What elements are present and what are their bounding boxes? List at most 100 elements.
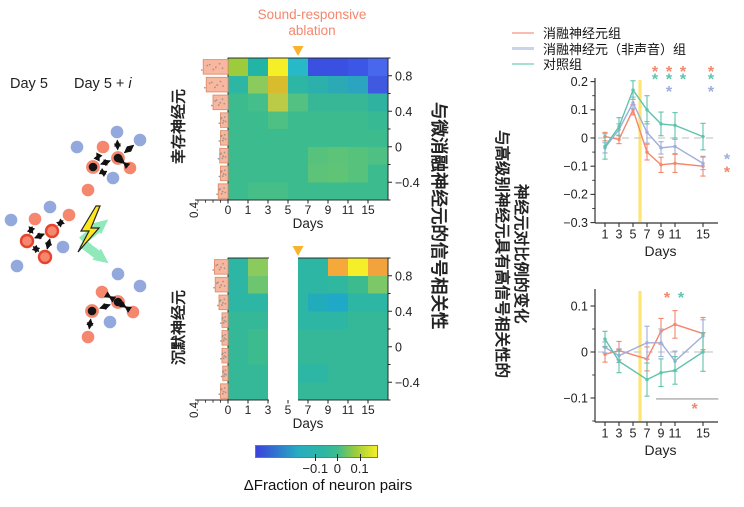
heatmap-right-axis-label: 与微消融神经元的信号相关性 bbox=[429, 102, 449, 330]
svg-text:11: 11 bbox=[342, 403, 355, 417]
legend-item: 消融神经元组 bbox=[512, 25, 686, 41]
ablation-marker-icon bbox=[292, 246, 304, 256]
connection-arrow bbox=[99, 302, 111, 311]
connection-arrow bbox=[103, 291, 117, 303]
svg-text:0.4: 0.4 bbox=[189, 201, 201, 218]
data-series-line bbox=[604, 101, 704, 164]
svg-text:Days: Days bbox=[645, 243, 677, 259]
svg-text:0.8: 0.8 bbox=[395, 269, 412, 283]
svg-text:−0.2: −0.2 bbox=[563, 188, 588, 202]
other-neuron-dot bbox=[70, 140, 84, 154]
svg-text:1: 1 bbox=[245, 203, 252, 217]
ablated-neuron-dot bbox=[86, 160, 100, 174]
ablation-annotation-line1: Sound-responsive bbox=[257, 7, 367, 22]
target-neuron-dot bbox=[19, 233, 35, 249]
ablated-neuron-dot bbox=[111, 295, 125, 309]
svg-text:−0.1: −0.1 bbox=[563, 391, 588, 405]
svg-text:9: 9 bbox=[325, 203, 332, 217]
colorbar-tick bbox=[315, 454, 317, 461]
outcome-arrow bbox=[79, 239, 109, 264]
svg-text:11: 11 bbox=[342, 203, 355, 217]
connection-arrow bbox=[33, 232, 46, 240]
other-neuron-dot bbox=[56, 240, 70, 254]
other-neuron-dot bbox=[133, 133, 147, 147]
svg-text:15: 15 bbox=[696, 427, 710, 441]
svg-text:*: * bbox=[724, 151, 731, 168]
svg-text:11: 11 bbox=[669, 427, 682, 441]
data-series-line bbox=[604, 323, 704, 360]
ablation-annotation-line2: ablation bbox=[288, 23, 336, 39]
svg-text:0.8: 0.8 bbox=[395, 69, 412, 83]
svg-text:0.4: 0.4 bbox=[395, 105, 412, 119]
ablated-neuron-dot bbox=[111, 151, 125, 165]
svg-text:*: * bbox=[680, 72, 687, 89]
other-neuron-dot bbox=[111, 267, 125, 281]
other-neuron-dot bbox=[103, 315, 117, 329]
legend-label: 对照组 bbox=[543, 57, 583, 73]
sound-neuron-dot bbox=[62, 208, 76, 222]
svg-text:*: * bbox=[664, 290, 671, 307]
svg-text:1: 1 bbox=[245, 403, 252, 417]
legend-line-swatch bbox=[512, 62, 534, 65]
svg-text:*: * bbox=[708, 64, 715, 81]
svg-text:0.2: 0.2 bbox=[571, 75, 588, 89]
svg-text:3: 3 bbox=[616, 427, 623, 441]
svg-text:9: 9 bbox=[658, 427, 665, 441]
svg-text:11: 11 bbox=[669, 228, 682, 242]
svg-text:*: * bbox=[708, 72, 715, 89]
legend-line-swatch bbox=[512, 31, 534, 34]
svg-text:*: * bbox=[666, 84, 673, 101]
missing-data-gap bbox=[269, 257, 298, 401]
colorbar-tick-label: −0.1 bbox=[302, 461, 329, 476]
day5-label: Day 5 bbox=[10, 76, 48, 92]
svg-text:15: 15 bbox=[361, 403, 375, 417]
sound-neuron-dot bbox=[81, 183, 95, 197]
svg-text:7: 7 bbox=[644, 228, 651, 242]
colorbar-area: −0.1 0 0.1 bbox=[255, 445, 378, 476]
other-neuron-dot bbox=[4, 213, 18, 227]
other-neuron-dot bbox=[133, 279, 147, 293]
connection-arrow bbox=[86, 318, 94, 330]
svg-text:3: 3 bbox=[616, 228, 623, 242]
connection-arrow bbox=[93, 152, 103, 162]
svg-text:*: * bbox=[666, 64, 673, 81]
svg-text:*: * bbox=[652, 64, 659, 81]
connection-arrow bbox=[123, 144, 135, 154]
legend-label: 消融神经元（非声音）组 bbox=[543, 41, 687, 57]
sound-neuron-dot bbox=[96, 140, 110, 154]
svg-text:3: 3 bbox=[265, 403, 272, 417]
svg-text:0: 0 bbox=[581, 131, 588, 145]
svg-text:Days: Days bbox=[293, 216, 324, 231]
line-charts-y-axis-label: 与高级别神经元具有高信号相关性的 神经元对比例的变化 bbox=[492, 88, 532, 420]
svg-text:−0.3: −0.3 bbox=[563, 216, 588, 230]
connection-arrow bbox=[56, 218, 65, 228]
svg-text:1: 1 bbox=[602, 427, 609, 441]
svg-text:0: 0 bbox=[581, 345, 588, 359]
svg-text:Days: Days bbox=[645, 442, 677, 458]
connection-arrow bbox=[98, 167, 108, 178]
svg-text:5: 5 bbox=[630, 228, 637, 242]
svg-text:5: 5 bbox=[285, 403, 292, 417]
svg-text:7: 7 bbox=[305, 403, 312, 417]
svg-text:*: * bbox=[652, 72, 659, 89]
svg-text:*: * bbox=[708, 84, 715, 101]
target-neuron-dot bbox=[37, 249, 53, 265]
svg-text:9: 9 bbox=[325, 403, 332, 417]
svg-text:*: * bbox=[678, 290, 685, 307]
svg-text:15: 15 bbox=[361, 203, 375, 217]
svg-text:15: 15 bbox=[696, 228, 710, 242]
svg-text:0: 0 bbox=[225, 203, 232, 217]
fraction-change-line-chart: 0.1 0 −0.1 1 3 5 7 9 11 15 Days * * * bbox=[563, 289, 719, 458]
other-neuron-dot bbox=[43, 200, 57, 214]
data-series-line bbox=[604, 335, 704, 363]
connection-arrow bbox=[118, 301, 133, 313]
svg-text:−0.1: −0.1 bbox=[563, 160, 588, 174]
colorbar-tick-label: 0 bbox=[333, 461, 342, 476]
ablation-marker-icon bbox=[292, 46, 304, 56]
svg-text:Days: Days bbox=[293, 416, 324, 431]
svg-text:0.4: 0.4 bbox=[395, 305, 412, 319]
other-neuron-dot bbox=[106, 171, 120, 185]
colorbar-gradient bbox=[255, 445, 378, 458]
sound-neuron-dot bbox=[95, 285, 109, 299]
